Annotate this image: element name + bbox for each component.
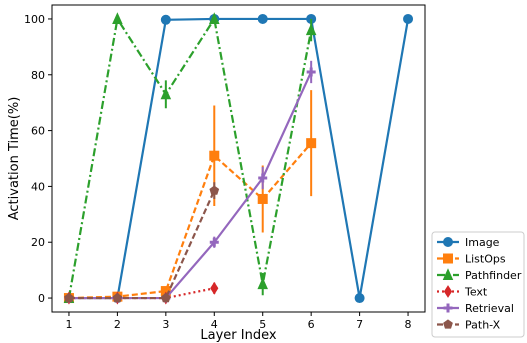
- legend-label: Path-X: [465, 319, 501, 332]
- legend-marker: [443, 319, 453, 329]
- data-point: [209, 237, 219, 247]
- y-tick-label: 0: [38, 292, 45, 305]
- data-point: [354, 293, 365, 304]
- legend-label: Image: [465, 236, 500, 249]
- y-axis: 0 20 40 60 80 100: [24, 13, 52, 305]
- legend-item: Pathfinder: [437, 268, 522, 282]
- series-line: [68, 287, 215, 300]
- legend-item: ListOps: [437, 253, 506, 266]
- x-tick-label: 6: [308, 318, 315, 331]
- data-point: [112, 292, 123, 303]
- legend-marker: [443, 237, 453, 247]
- series-line: [68, 190, 216, 300]
- data-point: [160, 14, 171, 25]
- legend: Image ListOps Pathfinder Text Retrieval Path-…: [431, 231, 525, 338]
- series-path-x: [64, 182, 220, 303]
- legend-label: Text: [464, 286, 488, 299]
- series-pathfinder: [63, 12, 317, 304]
- y-tick-label: 60: [31, 125, 45, 138]
- data-point: [403, 13, 414, 24]
- x-axis: 1 2 3 4 5 6 7 8: [65, 312, 412, 331]
- y-tick-label: 20: [31, 236, 45, 249]
- data-point: [306, 67, 316, 77]
- series-line: [67, 15, 313, 299]
- y-tick-label: 100: [24, 13, 45, 26]
- data-point: [64, 292, 74, 303]
- data-point: [257, 277, 268, 290]
- legend-item: Image: [437, 236, 500, 249]
- data-point: [209, 12, 220, 24]
- legend-item: Retrieval: [437, 302, 514, 315]
- legend-marker: [443, 285, 453, 298]
- x-tick-label: 5: [259, 318, 266, 331]
- x-tick-label: 4: [211, 318, 218, 331]
- y-tick-label: 40: [31, 180, 45, 193]
- x-tick-label: 1: [65, 318, 72, 331]
- legend-item: Text: [437, 285, 488, 299]
- legend-marker: [443, 253, 453, 264]
- data-point: [257, 13, 268, 24]
- data-point: [209, 150, 220, 161]
- data-point: [258, 173, 268, 183]
- x-tick-label: 7: [356, 318, 363, 331]
- y-tick-label: 80: [31, 69, 45, 82]
- legend-item: Path-X: [437, 319, 501, 332]
- plot-frame: [51, 4, 426, 313]
- data-point: [112, 12, 123, 24]
- legend-label: Pathfinder: [465, 269, 522, 282]
- x-tick-label: 3: [162, 318, 169, 331]
- series-image: [63, 13, 414, 304]
- data-point: [160, 292, 171, 303]
- legend-marker: [442, 268, 454, 280]
- data-point: [210, 281, 219, 295]
- x-axis-label: Layer Index: [200, 328, 276, 343]
- legend-marker: [443, 303, 453, 313]
- plot-area: [63, 12, 414, 305]
- data-point: [305, 23, 317, 36]
- legend-label: ListOps: [465, 253, 506, 266]
- data-point: [209, 185, 220, 195]
- data-point: [160, 87, 172, 100]
- series-line: [68, 17, 410, 300]
- x-tick-label: 2: [114, 318, 121, 331]
- x-tick-label: 8: [405, 318, 412, 331]
- data-point: [306, 138, 317, 149]
- y-axis-label: Activation Time(%): [7, 97, 22, 221]
- legend-label: Retrieval: [465, 302, 514, 315]
- data-point: [257, 193, 268, 204]
- series-line: [68, 142, 312, 300]
